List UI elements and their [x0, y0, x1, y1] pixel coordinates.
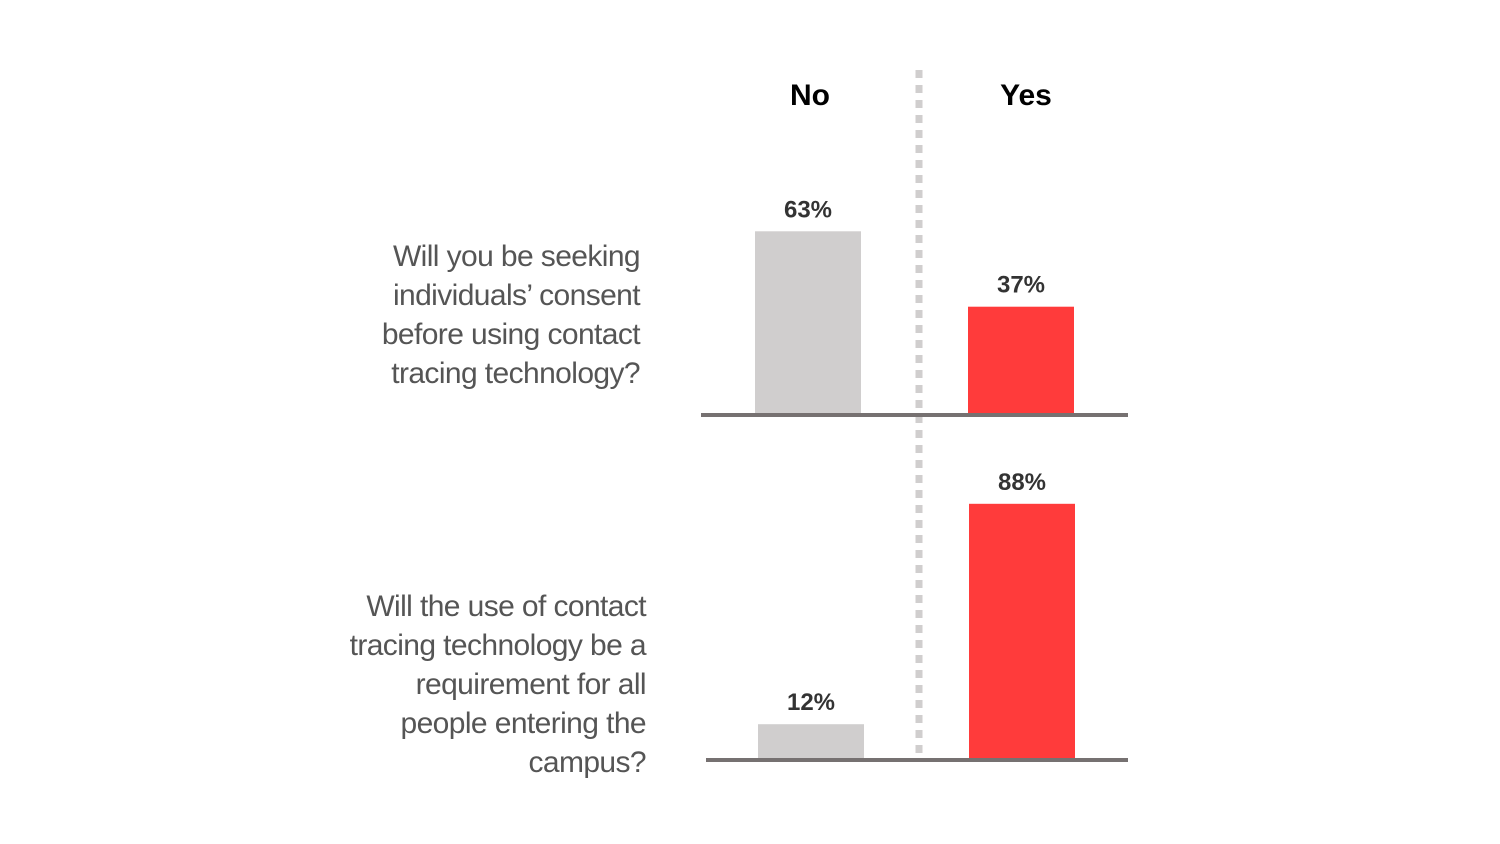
question-2-label: Will the use of contact tracing technolo… [349, 590, 647, 779]
bar-q2-yes [969, 503, 1075, 759]
bar-q1-no [755, 231, 861, 414]
question-1-label: Will you be seeking individuals’ consent… [381, 240, 641, 390]
question-2-panel: 12% 88% [706, 469, 1128, 762]
value-label-q2-no: 12% [787, 689, 835, 716]
bar-q1-yes [968, 306, 1074, 414]
value-label-q1-no: 63% [784, 196, 832, 223]
bar-q2-no [758, 724, 864, 759]
value-label-q2-yes: 88% [998, 469, 1046, 496]
value-label-q1-yes: 37% [997, 272, 1045, 299]
question-1-panel: 63% 37% [701, 196, 1128, 417]
column-header-yes: Yes [1000, 79, 1052, 112]
column-header-no: No [790, 79, 830, 112]
